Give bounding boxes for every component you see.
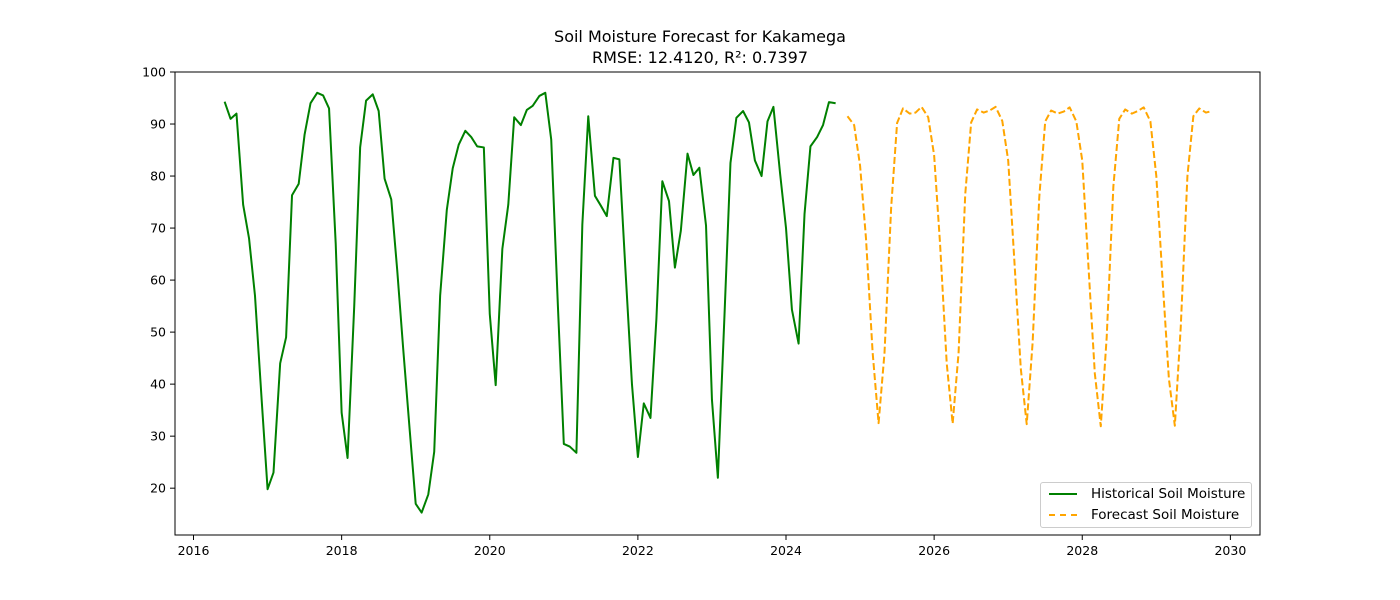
legend-entry-historical: Historical Soil Moisture	[1049, 484, 1245, 504]
x-tick-label: 2026	[918, 543, 950, 558]
legend: Historical Soil Moisture Forecast Soil M…	[1040, 482, 1252, 528]
y-tick-label: 60	[150, 273, 166, 288]
y-tick-label: 70	[150, 221, 166, 236]
series-layer	[223, 91, 1213, 514]
x-tick-label: 2018	[326, 543, 358, 558]
legend-label-forecast: Forecast Soil Moisture	[1091, 507, 1240, 523]
x-tick-label: 2020	[474, 543, 506, 558]
chart-subtitle: RMSE: 12.4120, R²: 0.7397	[592, 48, 808, 67]
legend-swatch-historical	[1049, 493, 1077, 495]
x-axis: 2016 2018 2020 2022 2024 2026 2028 2030	[178, 535, 1246, 558]
legend-label-historical: Historical Soil Moisture	[1091, 486, 1246, 502]
y-tick-label: 40	[150, 377, 166, 392]
y-tick-label: 30	[150, 429, 166, 444]
x-tick-label: 2024	[770, 543, 802, 558]
x-tick-label: 2030	[1214, 543, 1246, 558]
plot-area-frame	[174, 71, 1261, 536]
historical-series-line	[223, 91, 836, 514]
legend-entry-forecast: Forecast Soil Moisture	[1049, 505, 1239, 525]
y-tick-label: 100	[142, 65, 166, 80]
y-axis: 20 30 40 50 60 70 80 90 100	[142, 65, 175, 496]
y-tick-label: 90	[150, 117, 166, 132]
x-tick-label: 2028	[1066, 543, 1098, 558]
x-tick-label: 2016	[178, 543, 210, 558]
legend-swatch-forecast	[1049, 514, 1077, 516]
forecast-series-line	[846, 105, 1213, 428]
y-tick-label: 80	[150, 169, 166, 184]
y-tick-label: 50	[150, 325, 166, 340]
chart-title: Soil Moisture Forecast for Kakamega	[554, 27, 846, 46]
x-tick-label: 2022	[622, 543, 654, 558]
y-tick-label: 20	[150, 481, 166, 496]
